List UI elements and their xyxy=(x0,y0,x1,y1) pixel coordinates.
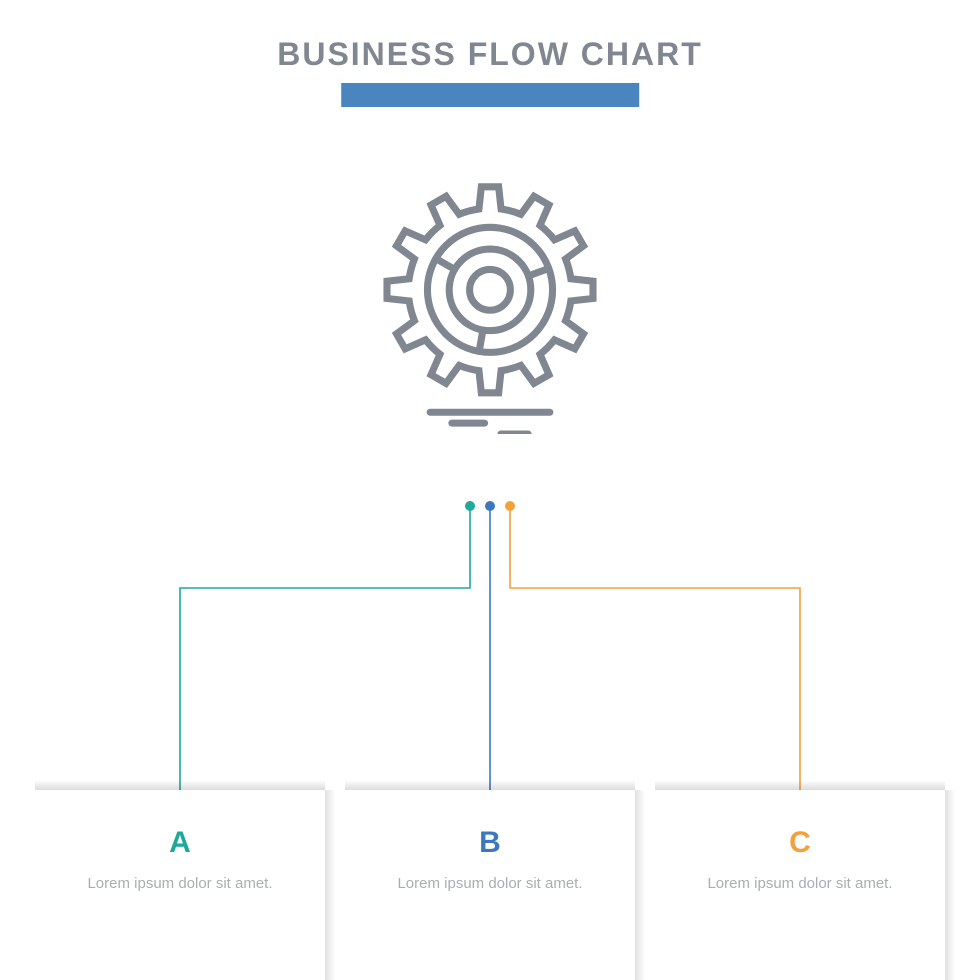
option-body: Lorem ipsum dolor sit amet. xyxy=(35,874,325,894)
title-block: BUSINESS FLOW CHART xyxy=(277,36,703,107)
option-body: Lorem ipsum dolor sit amet. xyxy=(655,874,945,894)
option-body: Lorem ipsum dolor sit amet. xyxy=(345,874,635,894)
title-underline-bar xyxy=(341,83,639,107)
page-title: BUSINESS FLOW CHART xyxy=(277,36,703,73)
origin-dot-a xyxy=(465,501,475,511)
gear-icon xyxy=(354,162,626,434)
connector-c xyxy=(510,506,800,790)
origin-dot-b xyxy=(485,501,495,511)
option-letter: B xyxy=(345,826,635,860)
option-card-c: C Lorem ipsum dolor sit amet. xyxy=(655,790,945,980)
option-card-b: B Lorem ipsum dolor sit amet. xyxy=(345,790,635,980)
option-letter: A xyxy=(35,826,325,860)
option-card-a: A Lorem ipsum dolor sit amet. xyxy=(35,790,325,980)
option-letter: C xyxy=(655,826,945,860)
origin-dot-c xyxy=(505,501,515,511)
connector-a xyxy=(180,506,470,790)
gear-svg xyxy=(354,162,626,434)
